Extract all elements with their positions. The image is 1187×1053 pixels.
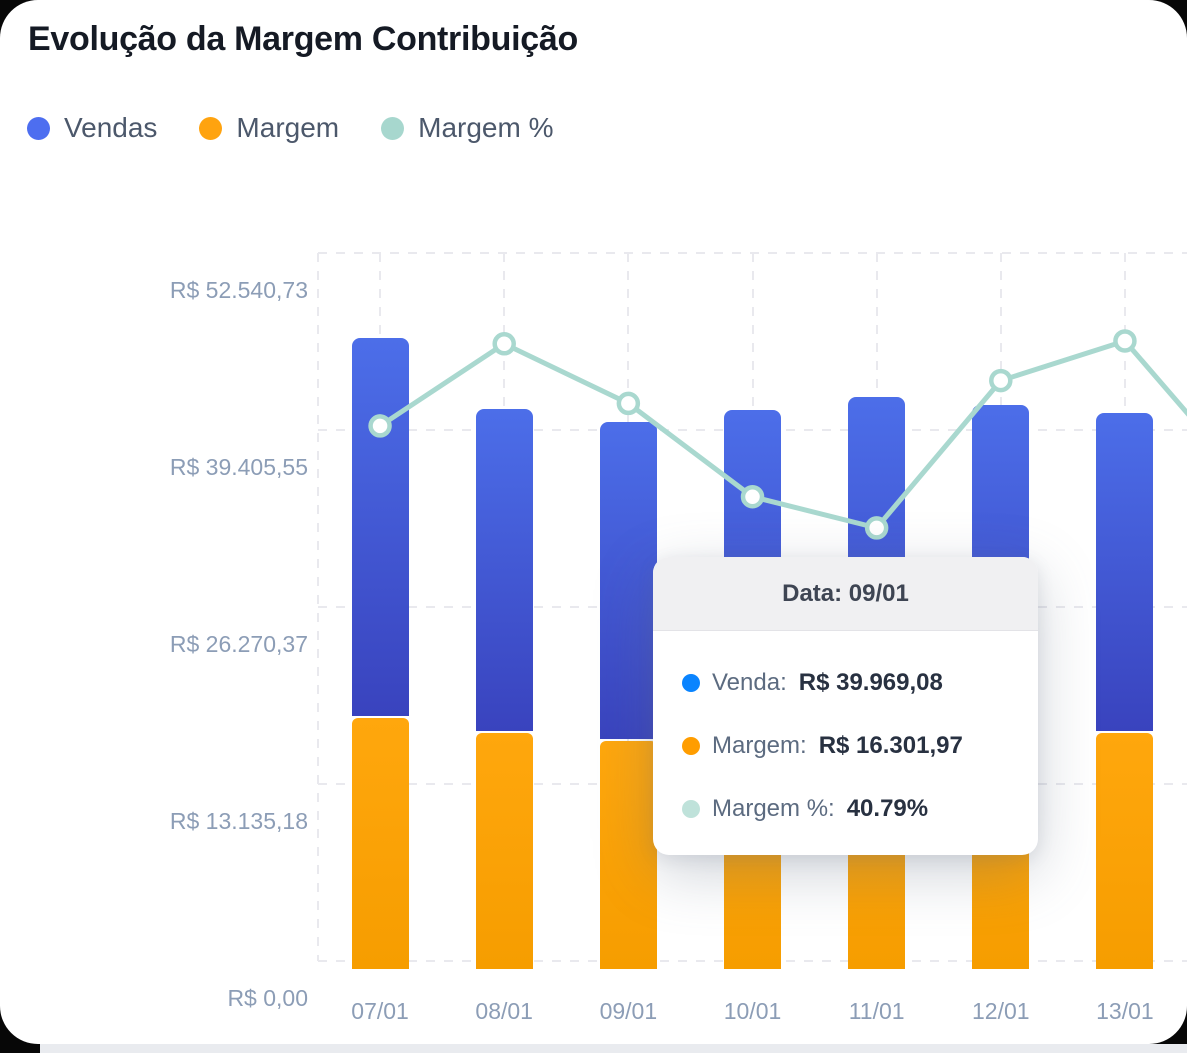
x-axis-tick-label: 07/01 [351,998,409,1024]
tooltip-header: Data: 09/01 [653,557,1038,631]
legend-item-vendas[interactable]: Vendas [27,112,157,144]
bar-margem-13/01[interactable] [1096,733,1154,969]
x-axis-tick-label: 09/01 [599,998,658,1024]
tooltip-title: Data: 09/01 [782,579,909,607]
legend-item-margem-[interactable]: Margem % [381,112,554,144]
legend-dot-icon [27,116,50,140]
tooltip-row: Margem %: 40.79% [682,777,1009,840]
bar-margem-07/01[interactable] [351,718,409,969]
bar-vendas-08/01[interactable] [475,408,533,732]
v-gridline [317,253,319,961]
bar-vendas-07/01[interactable] [351,338,409,717]
tooltip-series-dot-icon [682,736,700,755]
y-axis-tick-label: R$ 0,00 [227,985,308,1011]
legend-item-label: Margem % [418,112,554,143]
tooltip-body: Venda: R$ 39.969,08 Margem: R$ 16.301,97 Mar… [653,631,1038,840]
tooltip-row: Margem: R$ 16.301,97 [682,714,1009,777]
y-axis-tick-label: R$ 13.135,18 [169,808,308,834]
y-axis-tick-label: R$ 39.405,55 [169,453,308,480]
bar-vendas-13/01[interactable] [1096,413,1154,732]
legend-item-label: Vendas [64,112,158,143]
x-axis-tick-label: 10/01 [723,998,782,1024]
chart-title: Evolução da Margem Contribuição [28,20,578,58]
y-axis-tick-label: R$ 26.270,37 [169,630,308,657]
bar-vendas-09/01[interactable] [599,422,657,740]
tooltip-row: Venda: R$ 39.969,08 [682,651,1009,714]
tooltip-series-dot-icon [682,673,700,692]
x-axis-tick-label: 12/01 [972,998,1030,1024]
legend-item-label: Margem [236,112,340,143]
bar-margem-08/01[interactable] [475,733,533,969]
legend-item-margem[interactable]: Margem [199,112,339,144]
chart-tooltip: Data: 09/01 Venda: R$ 39.969,08 Margem: R$ … [653,557,1038,855]
y-axis-tick-label: R$ 52.540,73 [169,277,308,303]
tooltip-row-value: 40.79% [846,794,929,822]
legend-dot-icon [381,116,405,140]
x-axis-tick-label: 13/01 [1096,998,1154,1024]
x-axis-tick-label: 11/01 [848,998,905,1024]
tooltip-row-label: Margem %: [712,794,835,822]
legend-dot-icon [199,116,223,140]
legend: Vendas Margem Margem % [27,112,554,144]
tooltip-row-value: R$ 39.969,08 [798,668,943,696]
tooltip-row-label: Venda: [712,668,787,696]
bar-margem-09/01[interactable] [599,741,657,969]
tooltip-row-value: R$ 16.301,97 [818,731,963,759]
page-bottom-strip [40,1044,1187,1053]
tooltip-series-dot-icon [682,799,700,818]
tooltip-row-label: Margem: [712,731,807,759]
x-axis-tick-label: 08/01 [475,998,533,1024]
